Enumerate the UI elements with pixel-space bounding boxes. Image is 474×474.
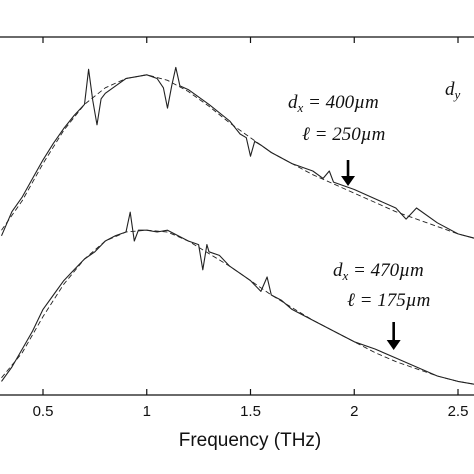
corner-label: dy — [445, 79, 461, 102]
arrow-lower — [386, 322, 401, 350]
annotations: dx = 400µm ℓ = 250µm dx = 470µm ℓ = 175µm dy — [288, 79, 461, 350]
x-tick-label: 2 — [350, 403, 358, 420]
series-upper-solid — [0, 66, 474, 239]
series-upper-dashed — [1, 74, 474, 239]
x-tick-label: 1 — [143, 403, 151, 420]
annotation-lower-line2: ℓ = 175µm — [347, 290, 430, 311]
series-lower-dashed — [1, 229, 474, 385]
x-tick-label: 0.5 — [33, 403, 54, 420]
x-tick-label: 1.5 — [240, 403, 261, 420]
x-axis-ticks: 0.5 1 1.5 2 2.5 — [33, 37, 469, 420]
annotation-upper-line1: dx = 400µm — [288, 92, 379, 115]
arrow-upper — [341, 160, 356, 186]
annotation-lower-line1: dx = 470µm — [333, 260, 424, 283]
x-axis-title: Frequency (THz) — [179, 430, 322, 451]
annotation-upper-line2: ℓ = 250µm — [302, 124, 385, 145]
plot-frame — [0, 36, 474, 396]
series-layer — [0, 66, 474, 385]
x-tick-label: 2.5 — [448, 403, 469, 420]
